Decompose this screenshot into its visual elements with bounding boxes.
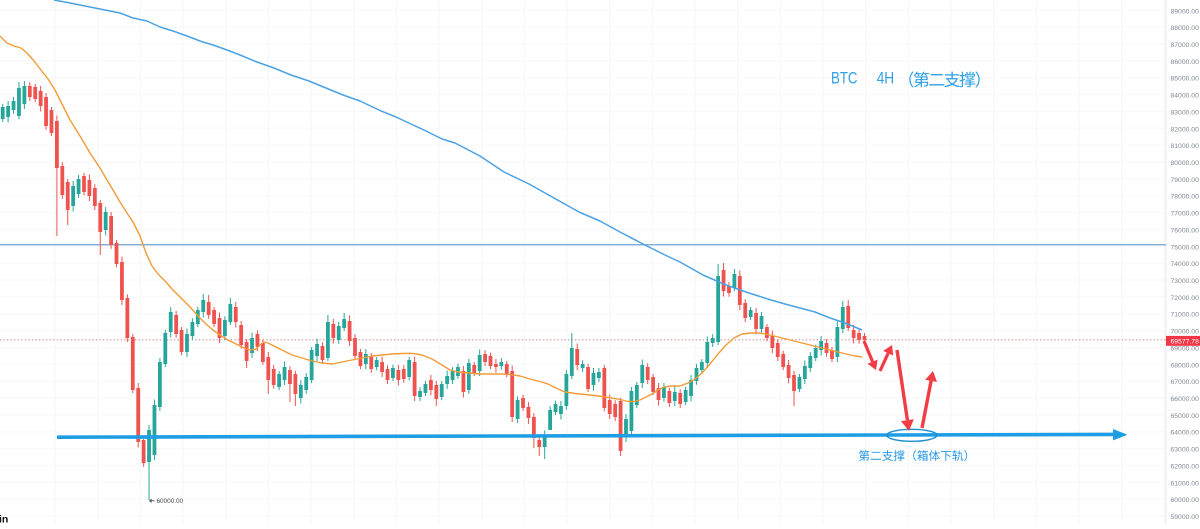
svg-text:69577.78: 69577.78	[1171, 339, 1200, 346]
svg-text:74000.00: 74000.00	[1171, 261, 1200, 268]
svg-text:81000.00: 81000.00	[1171, 143, 1200, 150]
svg-text:88000.00: 88000.00	[1171, 25, 1200, 32]
svg-text:77000.00: 77000.00	[1171, 211, 1200, 218]
svg-text:61000.00: 61000.00	[1171, 480, 1200, 487]
svg-text:78000.00: 78000.00	[1171, 194, 1200, 201]
svg-text:63000.00: 63000.00	[1171, 447, 1200, 454]
svg-text:67000.00: 67000.00	[1171, 379, 1200, 386]
svg-text:79000.00: 79000.00	[1171, 177, 1200, 184]
svg-text:70000.00: 70000.00	[1171, 329, 1200, 336]
svg-text:64000.00: 64000.00	[1171, 430, 1200, 437]
svg-text:66000.00: 66000.00	[1171, 396, 1200, 403]
svg-text:83000.00: 83000.00	[1171, 109, 1200, 116]
svg-text:65000.00: 65000.00	[1171, 413, 1200, 420]
svg-text:59000.00: 59000.00	[1171, 514, 1200, 521]
svg-text:85000.00: 85000.00	[1171, 76, 1200, 83]
svg-text:BTC: BTC	[831, 69, 858, 88]
svg-text:87000.00: 87000.00	[1171, 42, 1200, 49]
svg-text:72000.00: 72000.00	[1171, 295, 1200, 302]
svg-text:4H: 4H	[877, 69, 895, 88]
svg-text:in: in	[0, 514, 8, 525]
svg-text:75000.00: 75000.00	[1171, 244, 1200, 251]
svg-text:71000.00: 71000.00	[1171, 312, 1200, 319]
svg-text:82000.00: 82000.00	[1171, 126, 1200, 133]
svg-text:60000.00: 60000.00	[157, 498, 184, 505]
svg-text:60000.00: 60000.00	[1171, 497, 1200, 504]
svg-text:62000.00: 62000.00	[1171, 463, 1200, 470]
svg-text:73000.00: 73000.00	[1171, 278, 1200, 285]
svg-text:89000.00: 89000.00	[1171, 8, 1200, 15]
svg-text:80000.00: 80000.00	[1171, 160, 1200, 167]
svg-text:68000.00: 68000.00	[1171, 362, 1200, 369]
svg-text:76000.00: 76000.00	[1171, 227, 1200, 234]
svg-text:86000.00: 86000.00	[1171, 59, 1200, 66]
svg-text:69000.00: 69000.00	[1171, 345, 1200, 352]
svg-text:84000.00: 84000.00	[1171, 93, 1200, 100]
